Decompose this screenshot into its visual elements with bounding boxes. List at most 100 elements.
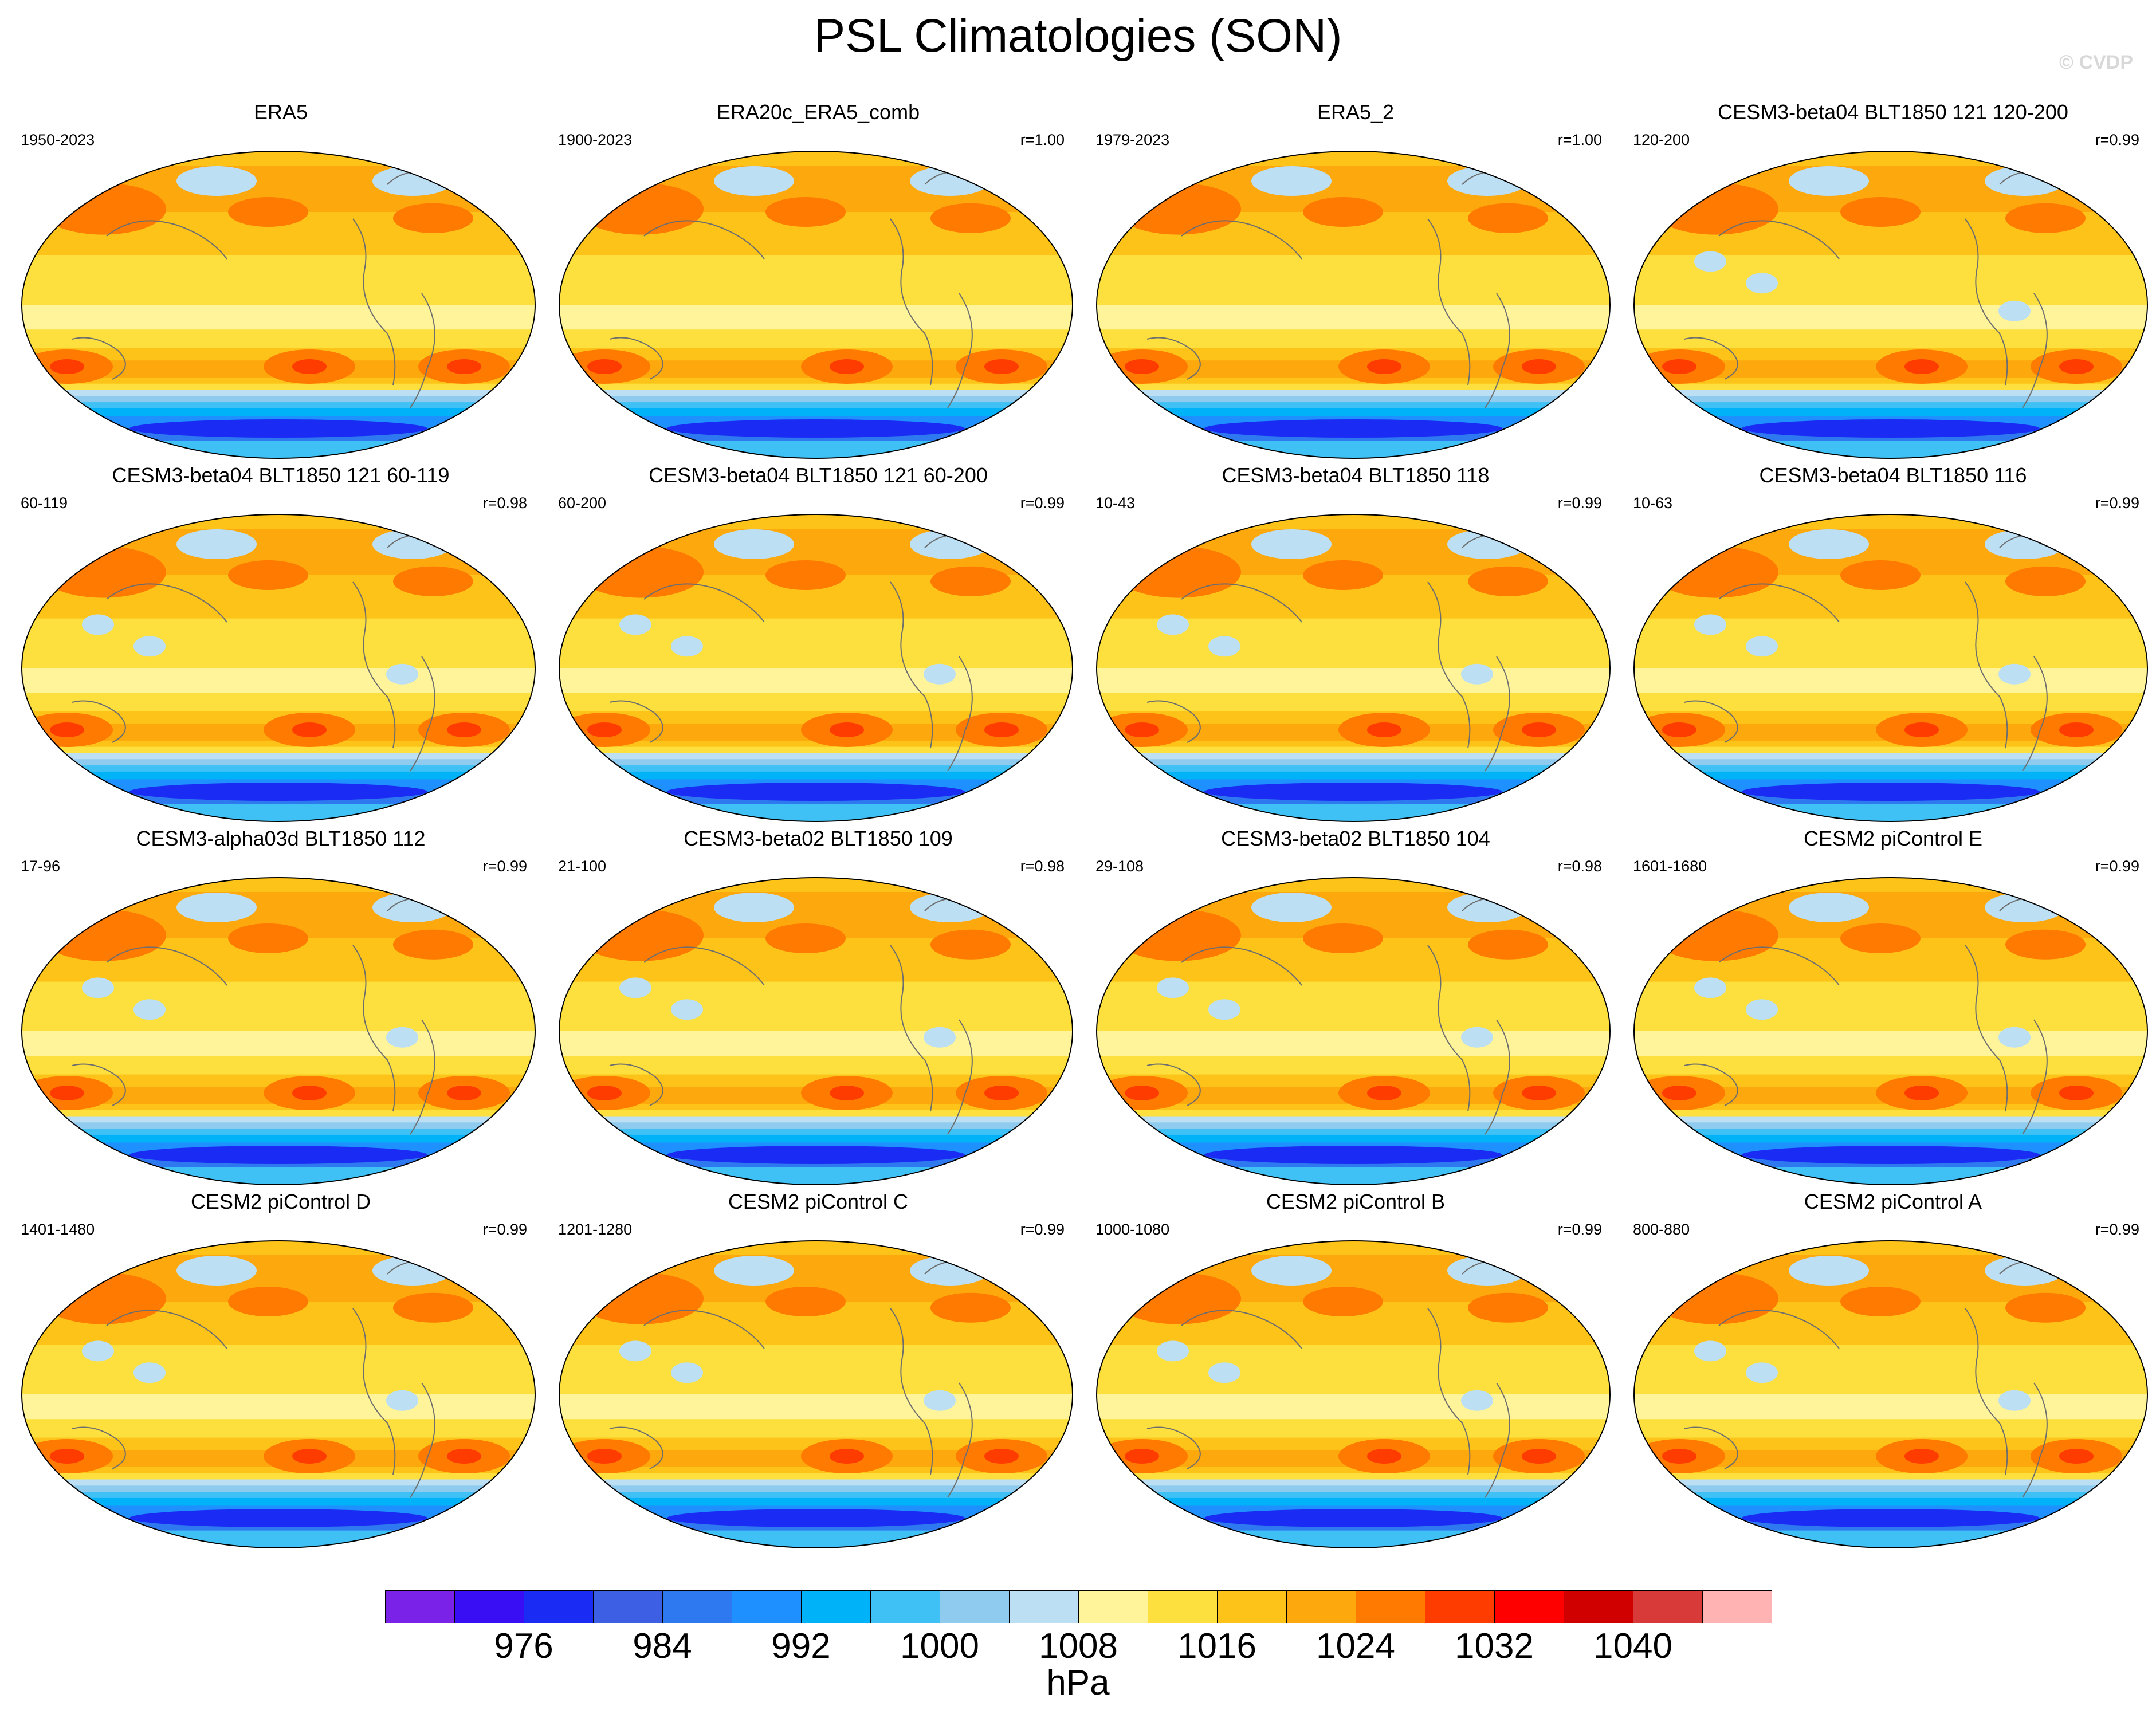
subpolar-low: [1985, 1256, 2065, 1286]
psl-band: [559, 1122, 1073, 1130]
panel-years: 1950-2023: [21, 131, 95, 148]
psl-band: [559, 740, 1073, 748]
subpolar-low: [1251, 1256, 1332, 1286]
psl-band: [559, 1241, 1073, 1256]
psl-band: [559, 529, 1073, 551]
subtropical-high-core: [1367, 1449, 1401, 1464]
panel-title: CESM2 piControl D: [190, 1190, 371, 1213]
map-panel: CESM3-beta04 BLT1850 121 120-200 120-200 r…: [1624, 99, 2156, 463]
psl-map: [21, 151, 536, 459]
coastline: [1181, 220, 1302, 260]
equatorial-low: [1746, 273, 1778, 294]
panel-years: 1979-2023: [1095, 131, 1170, 148]
subpolar-low: [1447, 529, 1527, 559]
siberian-high: [578, 546, 704, 598]
subpolar-low: [176, 529, 257, 559]
colorbar-segment: [1148, 1590, 1218, 1623]
coastline: [72, 337, 126, 380]
northern-high: [1303, 197, 1383, 227]
psl-band: [22, 377, 535, 384]
psl-band: [1097, 383, 1610, 391]
siberian-high: [578, 909, 704, 961]
subpolar-low: [1251, 166, 1332, 196]
siberian-high: [578, 183, 704, 235]
psl-band: [559, 1031, 1073, 1057]
coastline: [410, 656, 435, 772]
psl-band: [22, 1419, 535, 1438]
northern-high: [1468, 566, 1548, 596]
psl-band: [1097, 771, 1610, 780]
psl-band: [1634, 746, 2147, 754]
coastline: [609, 337, 663, 380]
subpolar-low: [1789, 166, 1869, 196]
equatorial-low: [924, 663, 956, 685]
psl-band: [1097, 1479, 1610, 1487]
northern-high: [1303, 560, 1383, 590]
coastline: [947, 656, 973, 772]
subpolar-low: [910, 893, 990, 922]
map-panel: CESM3-beta02 BLT1850 104 29-108 r=0.98: [1086, 825, 1625, 1189]
northern-high: [765, 197, 846, 227]
subtropical-high-core: [1904, 1086, 1939, 1100]
psl-band: [1634, 1116, 2147, 1123]
psl-band: [22, 759, 535, 766]
psl-band: [1097, 1394, 1610, 1420]
psl-band: [1634, 402, 2147, 409]
equatorial-low: [82, 977, 114, 998]
equatorial-low: [1746, 999, 1778, 1020]
coastline: [890, 1308, 933, 1475]
psl-map: [1633, 877, 2148, 1185]
northern-high: [1303, 923, 1383, 953]
northern-high: [1468, 929, 1548, 960]
psl-band: [22, 151, 535, 166]
psl-band: [1634, 305, 2147, 331]
subpolar-low: [1789, 1256, 1869, 1286]
panel-title: CESM2 piControl C: [728, 1190, 909, 1213]
subtropical-high-core: [292, 722, 327, 737]
psl-band: [22, 529, 535, 551]
colorbar-segment: [732, 1590, 802, 1623]
psl-band: [559, 1467, 1073, 1474]
colorbar: [385, 1590, 1772, 1625]
psl-map: [1096, 151, 1611, 459]
psl-band: [22, 668, 535, 694]
coastline: [2022, 293, 2048, 408]
psl-band: [559, 1473, 1073, 1480]
subtropical-high-core: [830, 1086, 864, 1100]
map-panel: CESM3-beta02 BLT1850 109 21-100 r=0.98: [549, 825, 1087, 1189]
coastline: [1181, 1310, 1302, 1349]
equatorial-low: [386, 1027, 418, 1048]
coastline: [410, 1019, 435, 1135]
coastline: [1718, 946, 1840, 986]
psl-band: [1634, 377, 2147, 384]
subpolar-low: [714, 893, 794, 922]
psl-band: [1634, 1394, 2147, 1420]
psl-band: [1097, 390, 1610, 397]
coastline: [2022, 1019, 2048, 1135]
psl-band: [1634, 514, 2147, 529]
subtropical-high-core: [1522, 1449, 1556, 1464]
psl-band: [1097, 1116, 1610, 1123]
psl-band: [1634, 1497, 2147, 1507]
panel-years: 10-63: [1633, 494, 1673, 512]
colorbar-segment: [524, 1590, 594, 1623]
coastline: [643, 1310, 765, 1349]
psl-band: [1097, 892, 1610, 914]
equatorial-low: [1746, 1362, 1778, 1383]
psl-band: [559, 693, 1073, 712]
northern-high: [1840, 923, 1921, 953]
psl-band: [22, 166, 535, 188]
subtropical-high-core: [1125, 359, 1159, 374]
psl-band: [559, 1116, 1073, 1123]
psl-band: [559, 383, 1073, 391]
coastline: [1427, 581, 1471, 749]
panel-years: 1900-2023: [558, 131, 633, 148]
psl-band: [1097, 1110, 1610, 1117]
siberian-high: [1652, 909, 1778, 961]
equatorial-low: [1998, 1027, 2031, 1048]
psl-band: [1634, 1122, 2147, 1130]
psl-band: [1634, 1485, 2147, 1493]
antarctic-trough: [129, 1146, 427, 1164]
psl-band: [1097, 1492, 1610, 1499]
psl-band: [559, 1479, 1073, 1487]
